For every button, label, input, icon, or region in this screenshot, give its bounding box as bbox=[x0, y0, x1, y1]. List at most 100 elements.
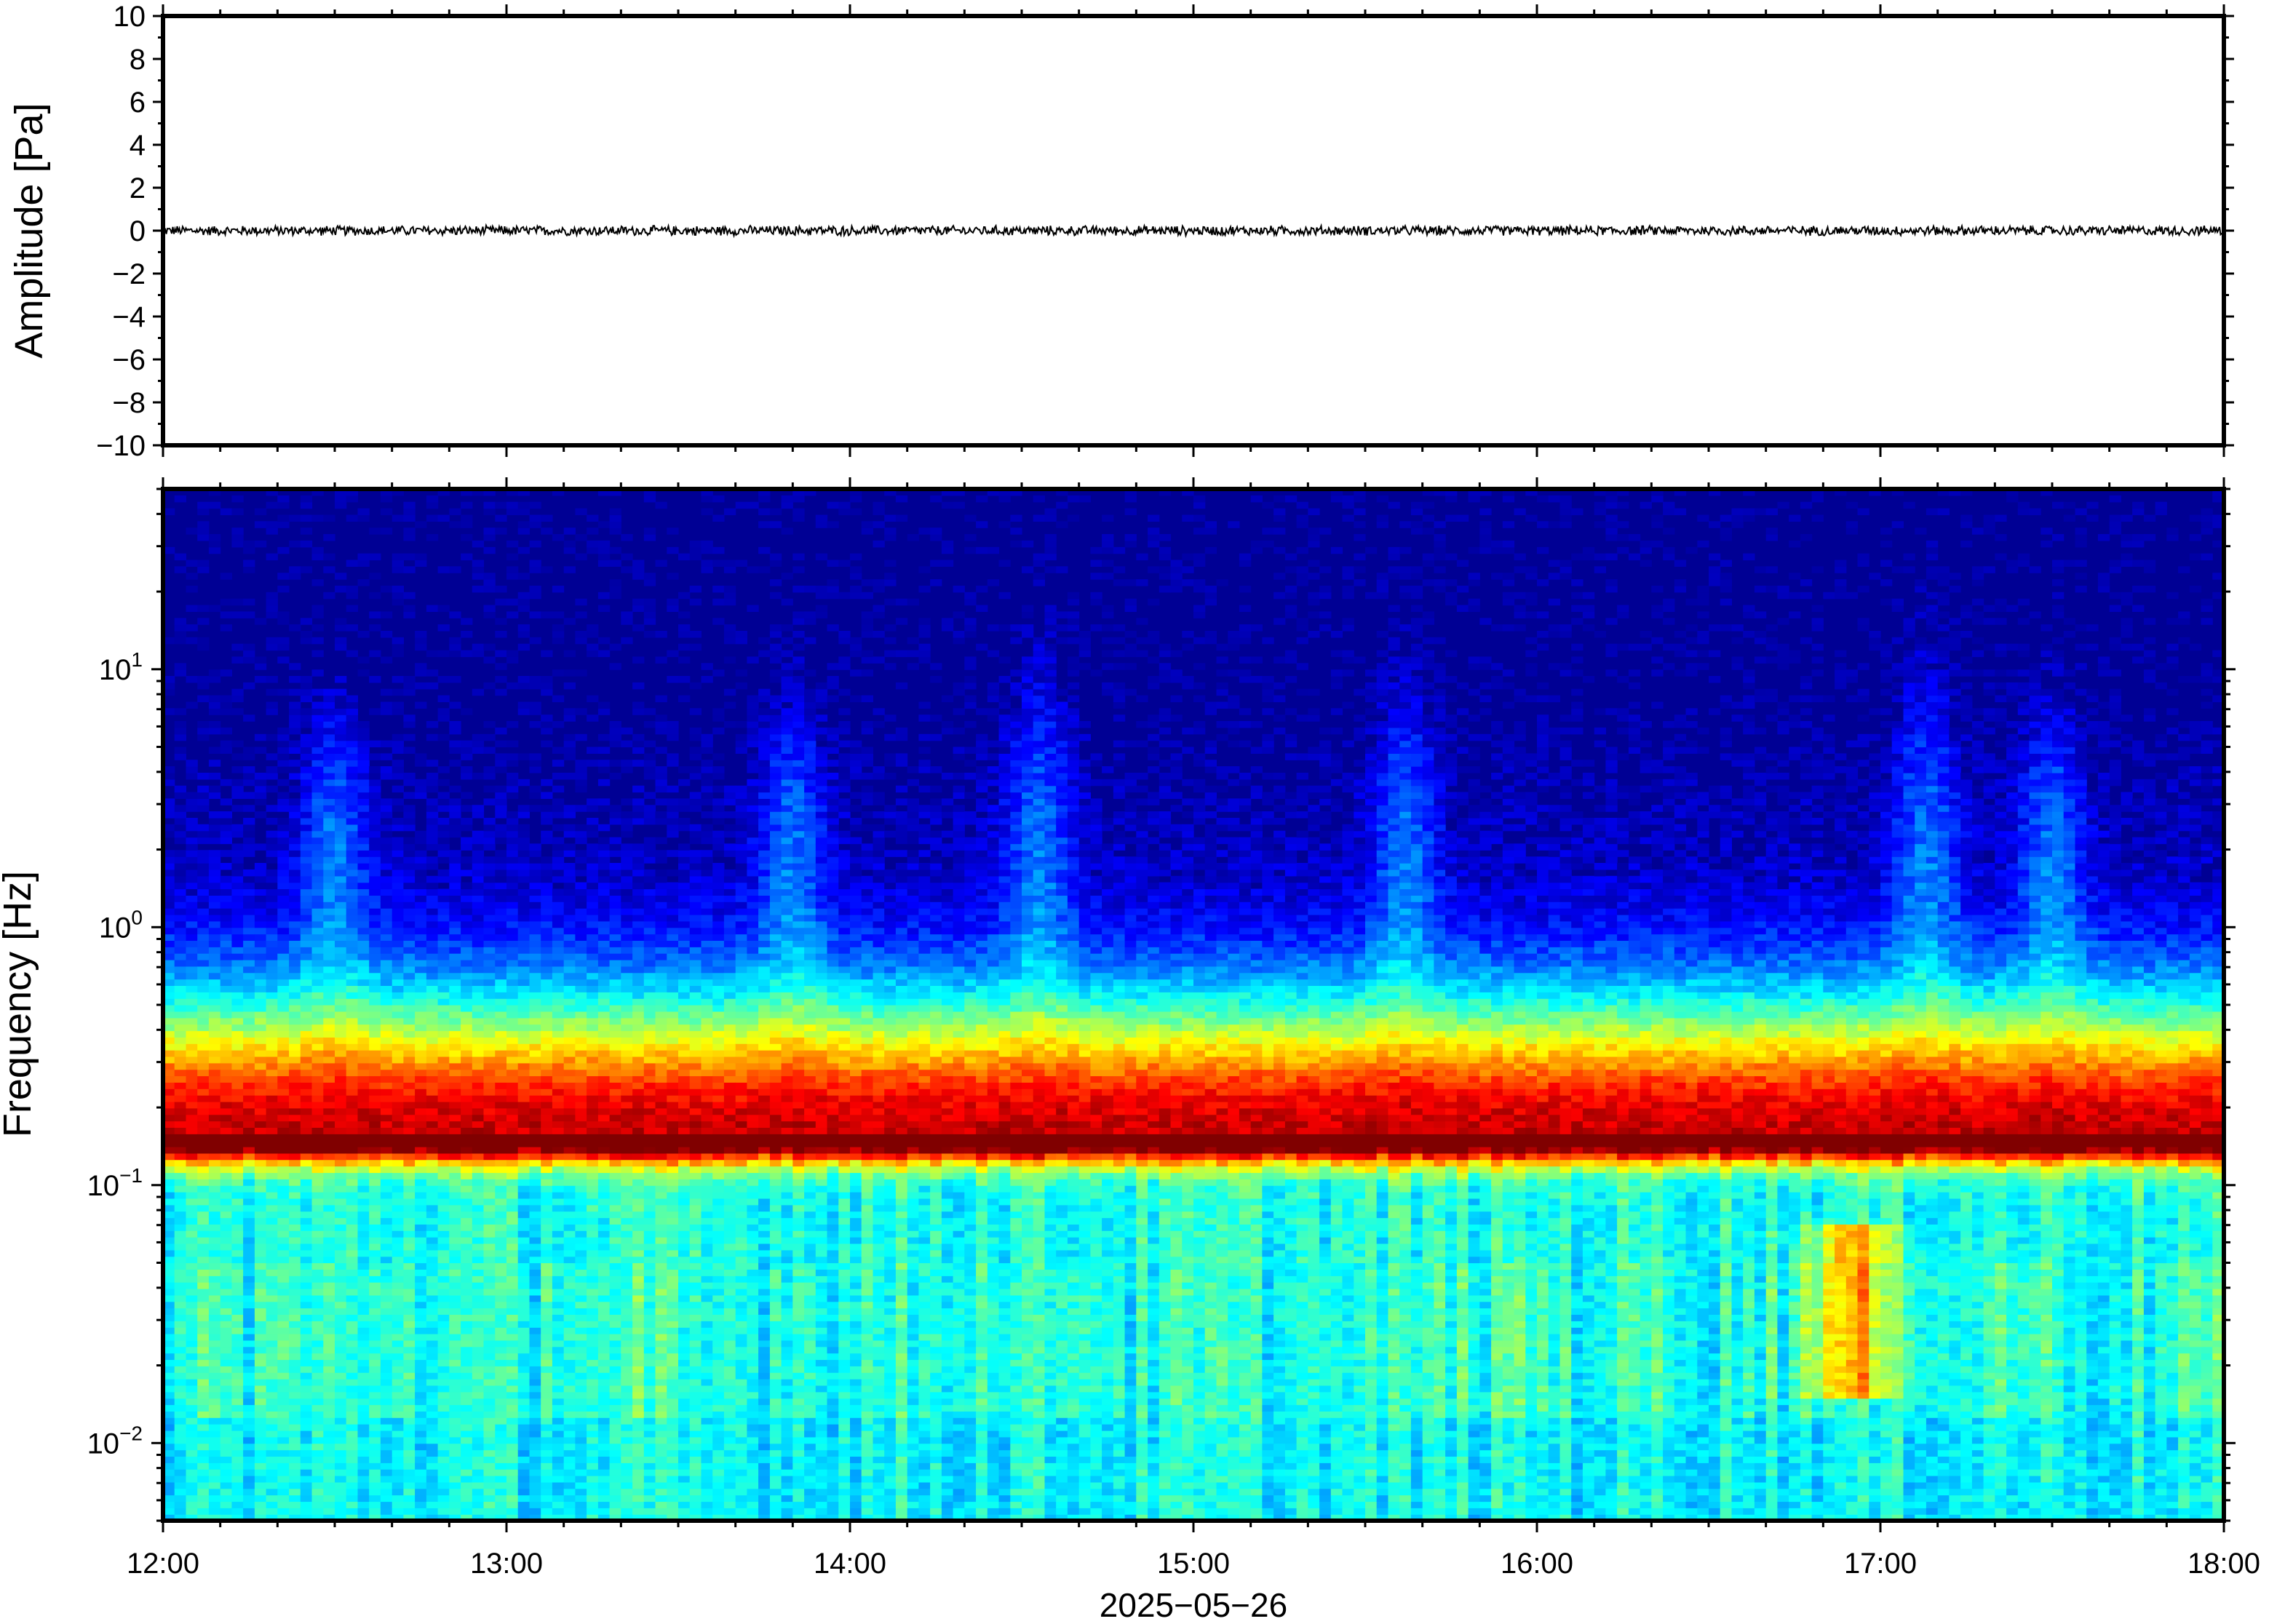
spectrogram-cell bbox=[575, 992, 587, 999]
spectrogram-cell bbox=[243, 560, 255, 567]
spectrogram-cell bbox=[323, 1307, 335, 1315]
spectrogram-cell bbox=[220, 966, 232, 974]
spectrogram-cell bbox=[231, 766, 244, 773]
spectrogram-cell bbox=[163, 1391, 175, 1399]
spectrogram-cell bbox=[437, 856, 450, 864]
spectrogram-cell bbox=[311, 1005, 324, 1012]
spectrogram-cell bbox=[231, 875, 244, 883]
spectrogram-cell bbox=[563, 1030, 576, 1038]
spectrogram-cell bbox=[517, 1192, 530, 1199]
spectrogram-cell bbox=[529, 1217, 541, 1225]
spectrogram-cell bbox=[277, 914, 290, 922]
spectrogram-cell bbox=[231, 1385, 244, 1393]
spectrogram-cell bbox=[369, 1121, 381, 1128]
spectrogram-cell bbox=[277, 1321, 290, 1328]
spectrogram-cell bbox=[403, 1185, 416, 1193]
spectrogram-cell bbox=[426, 514, 439, 522]
spectrogram-cell bbox=[300, 920, 313, 928]
spectrogram-cell bbox=[163, 546, 175, 554]
spectrogram-cell bbox=[472, 1056, 485, 1064]
spectrogram-cell bbox=[472, 1217, 485, 1225]
spectrogram-cell bbox=[437, 1275, 450, 1283]
spectrogram-cell bbox=[311, 766, 324, 773]
spectrogram-cell bbox=[392, 1082, 404, 1089]
spectrogram-cell bbox=[437, 1088, 450, 1096]
spectrogram-cell bbox=[220, 1147, 232, 1154]
spectrogram-cell bbox=[506, 979, 519, 986]
spectrogram-cell bbox=[575, 760, 587, 767]
spectrogram-cell bbox=[495, 1385, 507, 1393]
spectrogram-cell bbox=[311, 843, 324, 851]
spectrogram-cell bbox=[415, 940, 427, 947]
spectrogram-cell bbox=[575, 805, 587, 812]
spectrogram-cell bbox=[163, 1140, 175, 1147]
spectrogram-cell bbox=[300, 779, 313, 787]
spectrogram-cell bbox=[426, 779, 439, 787]
spectrogram-cell bbox=[289, 1147, 301, 1154]
spectrogram-cell bbox=[174, 1372, 186, 1380]
spectrogram-cell bbox=[461, 1024, 473, 1032]
spectrogram-cell bbox=[415, 1321, 427, 1328]
spectrogram-cell bbox=[243, 611, 255, 618]
spectrogram-cell bbox=[174, 1501, 186, 1508]
spectrogram-cell bbox=[392, 1346, 404, 1354]
spectrogram-cell bbox=[323, 1314, 335, 1321]
spectrogram-cell bbox=[575, 1217, 587, 1225]
spectrogram-cell bbox=[254, 1289, 267, 1296]
spectrogram-cell bbox=[517, 701, 530, 709]
spectrogram-cell bbox=[323, 798, 335, 805]
spectrogram-cell bbox=[231, 643, 244, 651]
spectrogram-cell bbox=[289, 863, 301, 870]
spectrogram-cell bbox=[461, 953, 473, 960]
spectrogram-cell bbox=[289, 1101, 301, 1109]
spectrogram-cell bbox=[357, 1101, 370, 1109]
spectrogram-cell bbox=[380, 1024, 393, 1032]
spectrogram-cell bbox=[300, 1321, 313, 1328]
spectrogram-cell bbox=[403, 721, 416, 728]
spectrogram-cell bbox=[266, 927, 278, 935]
spectrogram-cell bbox=[174, 940, 186, 947]
spectrogram-cell bbox=[311, 708, 324, 715]
spectrogram-cell bbox=[311, 1294, 324, 1302]
spectrogram-cell bbox=[403, 682, 416, 690]
spectrogram-cell bbox=[587, 1385, 599, 1393]
spectrogram-cell bbox=[437, 1262, 450, 1270]
spectrogram-cell bbox=[186, 843, 198, 851]
spectrogram-cell bbox=[186, 798, 198, 805]
spectrogram-cell bbox=[415, 1314, 427, 1321]
spectrogram-cell bbox=[208, 1449, 221, 1457]
spectrogram-cell bbox=[231, 1307, 244, 1315]
spectrogram-cell bbox=[266, 843, 278, 851]
spectrogram-cell bbox=[197, 1282, 210, 1289]
spectrogram-cell bbox=[517, 1289, 530, 1296]
spectrogram-cell bbox=[552, 869, 565, 877]
spectrogram-cell bbox=[323, 966, 335, 974]
spectrogram-cell bbox=[197, 1024, 210, 1032]
spectrogram-cell bbox=[163, 895, 175, 902]
spectrogram-cell bbox=[335, 830, 347, 838]
spectrogram-cell bbox=[461, 1101, 473, 1109]
spectrogram-cell bbox=[426, 1340, 439, 1348]
spectrogram-cell bbox=[220, 1262, 232, 1270]
spectrogram-cell bbox=[277, 1237, 290, 1244]
spectrogram-cell bbox=[437, 818, 450, 825]
spectrogram-cell bbox=[529, 1488, 541, 1496]
spectrogram-cell bbox=[517, 1269, 530, 1276]
spectrogram-cell bbox=[346, 1166, 358, 1174]
spectrogram-cell bbox=[426, 1153, 439, 1161]
spectrogram-cell bbox=[300, 1379, 313, 1386]
spectrogram-cell bbox=[277, 818, 290, 825]
spectrogram-cell bbox=[541, 1269, 553, 1276]
spectrogram-cell bbox=[163, 998, 175, 1006]
spectrogram-cell bbox=[289, 1030, 301, 1038]
spectrogram-cell bbox=[529, 1456, 541, 1463]
spectrogram-cell bbox=[506, 1224, 519, 1231]
spectrogram-cell bbox=[289, 1417, 301, 1425]
spectrogram-cell bbox=[472, 875, 485, 883]
spectrogram-cell bbox=[426, 1462, 439, 1470]
spectrogram-cell bbox=[426, 1301, 439, 1309]
spectrogram-cell bbox=[231, 1114, 244, 1122]
spectrogram-cell bbox=[208, 953, 221, 960]
spectrogram-cell bbox=[220, 1488, 232, 1496]
spectrogram-cell bbox=[254, 1411, 267, 1418]
